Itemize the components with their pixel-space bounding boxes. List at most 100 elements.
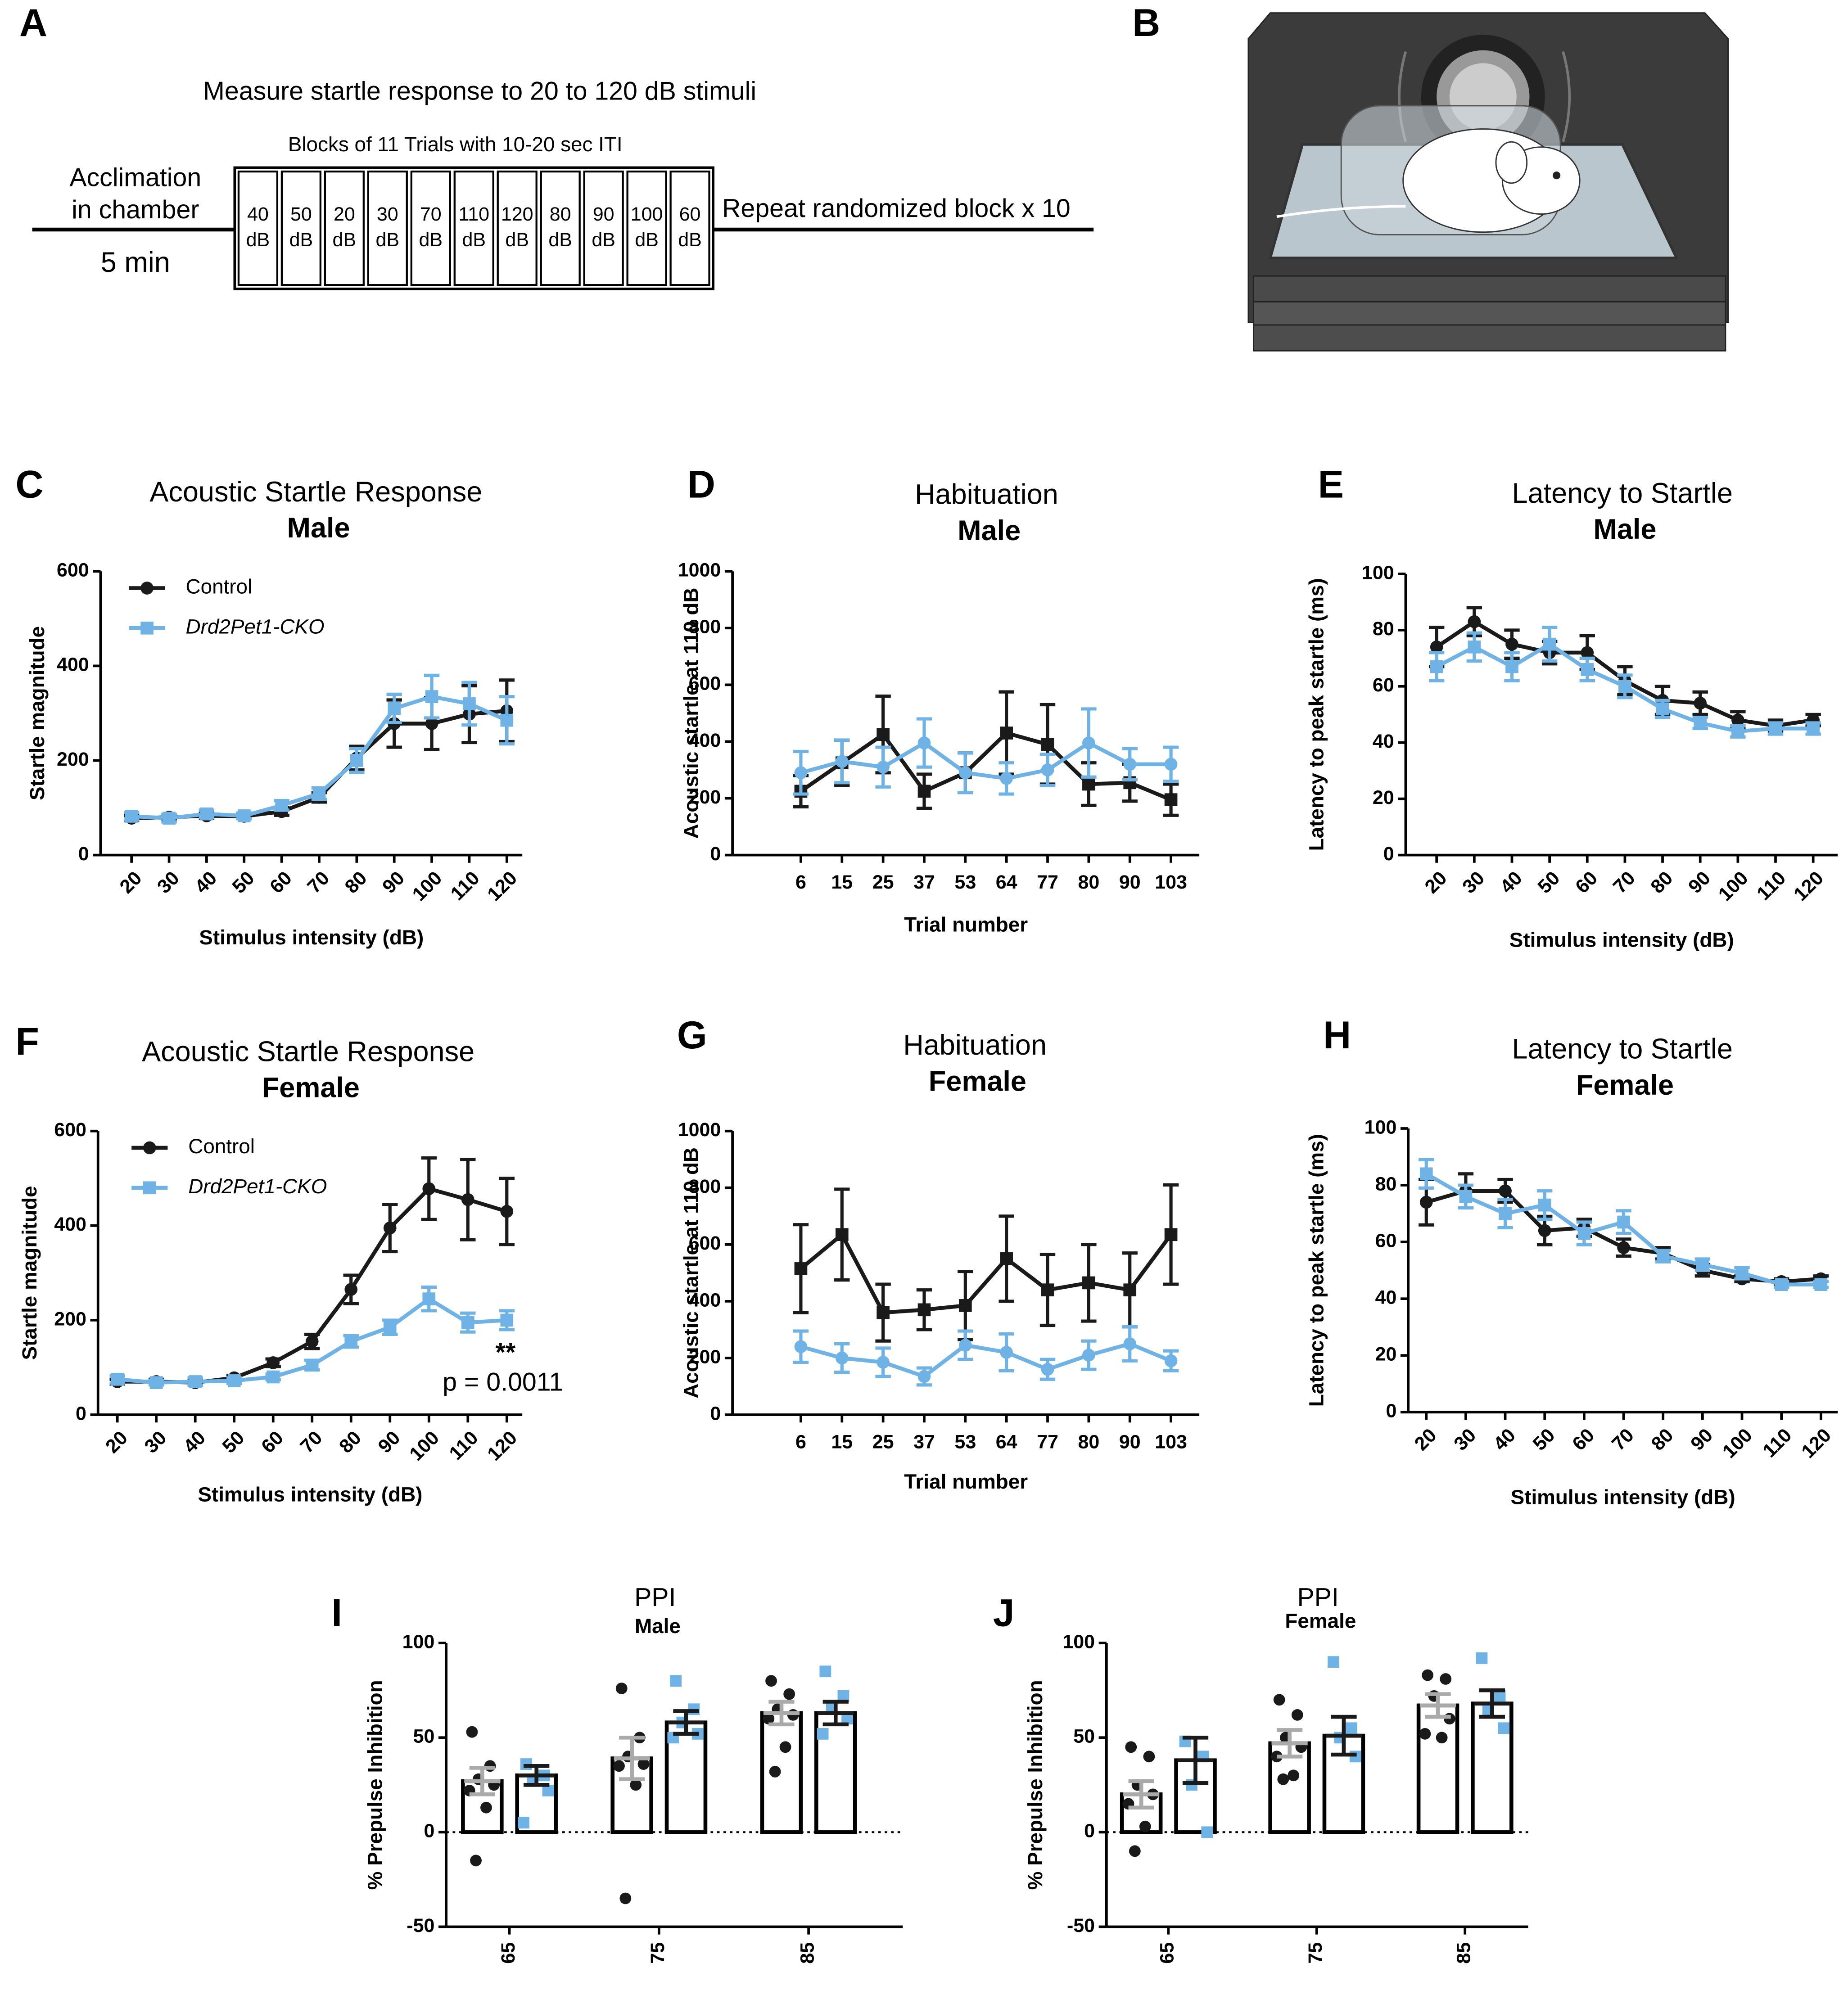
error-bar xyxy=(1271,1728,1308,1759)
y-tick-label: 0 xyxy=(1386,1400,1396,1422)
marker xyxy=(794,1262,808,1275)
marker xyxy=(1000,1346,1013,1359)
x-tick-label: 120 xyxy=(483,867,521,906)
marker xyxy=(463,697,476,710)
marker xyxy=(111,1372,124,1386)
block-intensity: 90 xyxy=(593,203,614,225)
panel-label: F xyxy=(15,1020,39,1063)
marker xyxy=(1807,722,1820,735)
x-tick-label: 103 xyxy=(1155,871,1187,893)
y-tick-label: 600 xyxy=(57,560,89,581)
marker xyxy=(422,1292,436,1305)
marker xyxy=(1430,660,1443,673)
panel-a-title: Measure startle response to 20 to 120 dB… xyxy=(203,77,756,105)
marker xyxy=(1123,758,1137,771)
marker xyxy=(1082,736,1095,749)
x-tick-label: 110 xyxy=(445,1427,483,1464)
block-intensity: 20 xyxy=(334,203,355,225)
marker xyxy=(1499,1207,1512,1220)
chart-title: Latency to Startle xyxy=(1512,478,1733,509)
block-unit: dB xyxy=(678,229,702,251)
x-tick-label: 60 xyxy=(257,1427,288,1457)
marker xyxy=(1000,772,1013,785)
marker xyxy=(1656,702,1669,716)
marker xyxy=(1123,1337,1137,1350)
y-tick-label: 50 xyxy=(413,1726,435,1747)
panel-label: D xyxy=(687,463,715,506)
y-tick-label: 0 xyxy=(710,1403,721,1424)
acclimation: in chamber xyxy=(72,195,199,224)
marker xyxy=(518,1817,529,1829)
y-axis-label: Latency to peak startle (ms) xyxy=(1305,578,1328,851)
x-tick-label: 64 xyxy=(996,871,1017,893)
series xyxy=(1428,626,1821,739)
marker xyxy=(1656,1250,1670,1263)
series-line xyxy=(117,1187,508,1385)
block xyxy=(453,170,494,286)
y-tick-label: 200 xyxy=(689,1346,721,1367)
marker xyxy=(1581,663,1594,676)
x-tick-label: 90 xyxy=(1119,1431,1141,1453)
marker xyxy=(1041,763,1054,776)
chart-subtitle: Male xyxy=(287,512,350,544)
chart-subtitle: Male xyxy=(635,1615,681,1638)
marker xyxy=(1041,1283,1054,1297)
y-tick-label: 80 xyxy=(1373,618,1394,640)
marker xyxy=(466,1726,478,1738)
marker xyxy=(959,766,972,780)
marker xyxy=(1617,1215,1630,1229)
chart: H Latency to Startle Female Stimulus intens… xyxy=(1305,1014,1838,1508)
y-tick-label: 800 xyxy=(689,1176,721,1197)
y-tick-label: 600 xyxy=(689,673,721,695)
marker xyxy=(470,1855,482,1867)
panel-label: I xyxy=(331,1592,342,1635)
x-tick-label: 120 xyxy=(1789,867,1828,906)
x-tick-label: 53 xyxy=(954,871,976,893)
chart-subtitle: Female xyxy=(262,1072,360,1104)
marker xyxy=(1538,1224,1551,1237)
chart-title: Latency to Startle xyxy=(1512,1033,1733,1065)
x-tick-label: 110 xyxy=(1759,1424,1796,1462)
marker xyxy=(1468,615,1481,628)
block-unit: dB xyxy=(289,229,313,251)
x-tick-label: 20 xyxy=(1421,867,1451,898)
series xyxy=(515,1665,857,1834)
y-tick-label: 200 xyxy=(57,749,89,770)
marker xyxy=(959,1299,972,1312)
y-tick-label: 600 xyxy=(54,1119,86,1141)
series xyxy=(1174,1652,1514,1838)
marker xyxy=(877,728,890,741)
marker xyxy=(1082,1349,1095,1362)
marker xyxy=(1581,646,1594,659)
x-tick-label: 6 xyxy=(795,871,806,893)
x-tick-label: 77 xyxy=(1037,1431,1058,1453)
marker xyxy=(305,1358,319,1372)
x-tick-label: 40 xyxy=(179,1427,210,1457)
block xyxy=(367,170,408,286)
bar xyxy=(760,1711,803,1834)
y-tick-label: 600 xyxy=(689,1232,721,1254)
block-outline xyxy=(233,166,714,290)
marker xyxy=(1419,1196,1433,1209)
x-tick-label: 20 xyxy=(1410,1424,1441,1455)
marker xyxy=(388,702,401,715)
marker xyxy=(670,1675,682,1687)
bar xyxy=(814,1711,857,1834)
y-tick-label: 1000 xyxy=(678,560,721,581)
marker xyxy=(163,812,176,825)
x-tick-label: 30 xyxy=(140,1427,171,1457)
panel-label: H xyxy=(1323,1014,1351,1057)
marker xyxy=(1814,1278,1828,1291)
x-tick-label: 50 xyxy=(218,1427,249,1457)
marker xyxy=(312,787,326,800)
block xyxy=(669,170,710,286)
marker xyxy=(1468,641,1481,654)
x-tick-label: 65 xyxy=(1157,1942,1178,1964)
x-tick-label: 80 xyxy=(341,867,371,898)
x-tick-label: 70 xyxy=(1608,1424,1638,1455)
chart-subtitle: Female xyxy=(1285,1609,1356,1632)
x-tick-label: 77 xyxy=(1037,871,1058,893)
error-bar xyxy=(1419,1692,1456,1719)
y-tick-label: 100 xyxy=(402,1631,435,1653)
marker xyxy=(763,1713,775,1725)
